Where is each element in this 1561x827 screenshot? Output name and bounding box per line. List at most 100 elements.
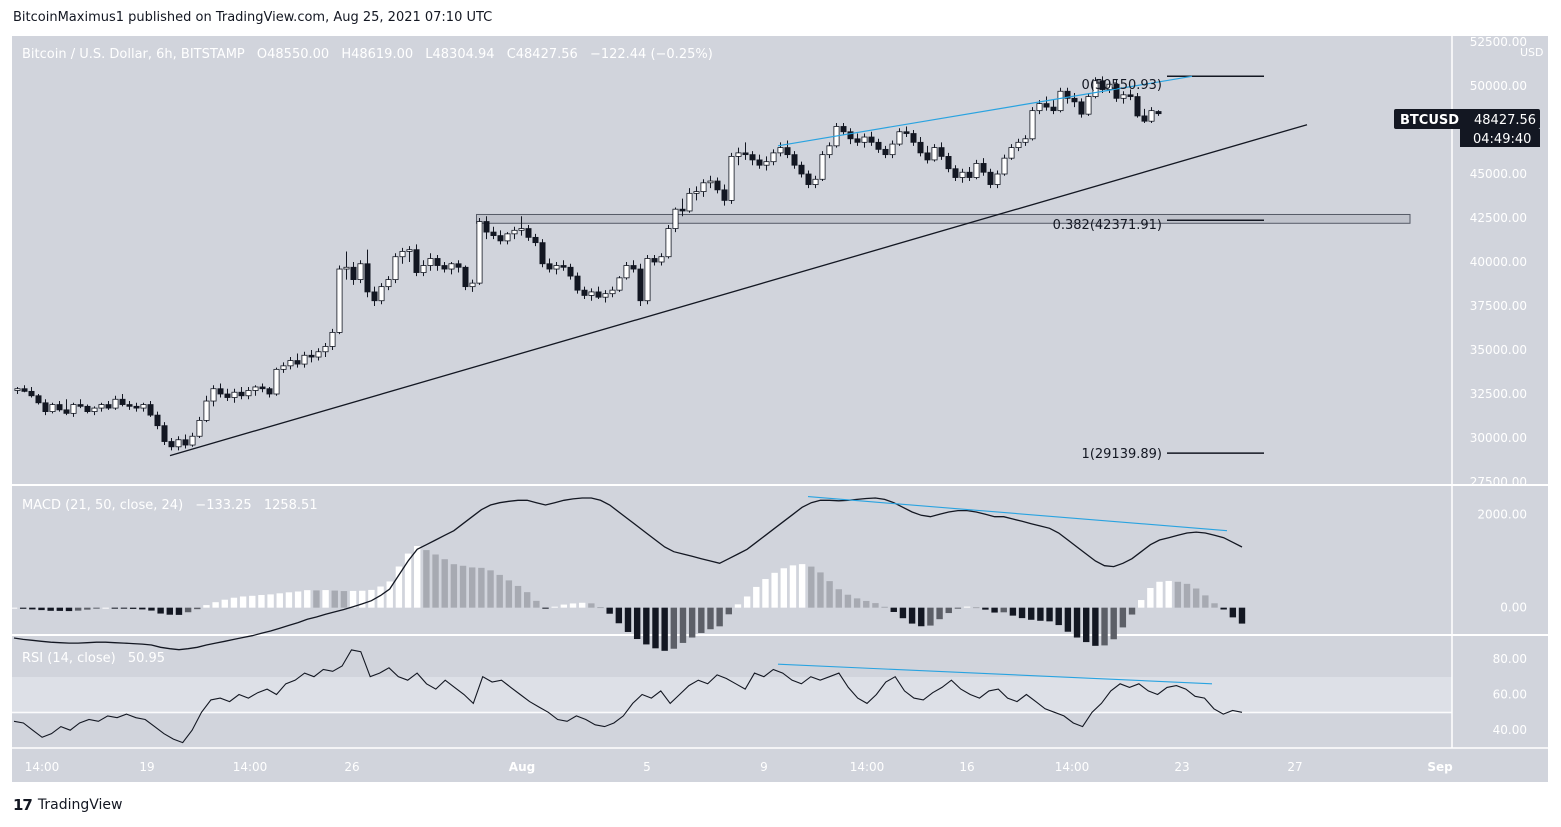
macd-histogram-bar <box>1156 581 1163 608</box>
macd-histogram-bar <box>47 607 54 611</box>
candle-body <box>140 404 147 409</box>
candle-body <box>371 291 378 302</box>
macd-histogram-bar <box>1183 583 1191 608</box>
candle-body <box>266 388 273 395</box>
macd-histogram-bar <box>771 572 778 608</box>
low-value: 48304.94 <box>433 47 495 62</box>
candle-body <box>1043 103 1050 108</box>
macd-histogram-bar <box>10 607 18 609</box>
time-axis-tick: 19 <box>139 760 154 774</box>
macd-histogram-bar <box>359 590 366 608</box>
time-axis-tick: 14:00 <box>25 760 60 774</box>
macd-histogram-bar <box>423 550 430 608</box>
macd-histogram-bar <box>469 567 476 608</box>
macd-histogram-bar <box>643 607 650 645</box>
macd-histogram-bar <box>239 596 247 608</box>
candle-body <box>427 258 434 266</box>
time-axis-tick: 23 <box>1174 760 1189 774</box>
macd-histogram-bar <box>340 591 348 608</box>
macd-histogram-bar <box>1165 580 1172 608</box>
macd-histogram-bar <box>798 564 806 608</box>
macd-histogram-bar <box>780 568 787 608</box>
macd-histogram-bar <box>1174 581 1182 608</box>
candle-body <box>1064 90 1071 99</box>
candle-body <box>616 277 623 291</box>
macd-histogram-bar <box>148 607 155 611</box>
macd-histogram-bar <box>817 572 824 608</box>
candle-body <box>406 249 413 252</box>
candle-body <box>196 419 203 437</box>
candle-body <box>812 178 819 185</box>
price-pane-bg <box>12 36 1452 484</box>
candle-body <box>210 388 217 402</box>
macd-histogram-bar <box>835 589 842 608</box>
macd-histogram-bar <box>954 607 962 609</box>
macd-histogram-bar <box>441 559 448 608</box>
candle-body <box>119 398 126 405</box>
macd-histogram-bar <box>597 607 604 609</box>
candle-body <box>49 404 56 412</box>
candle-body <box>707 180 714 184</box>
time-axis-tick: 14:00 <box>233 760 268 774</box>
candle-body <box>644 258 651 302</box>
candle-body <box>161 425 168 442</box>
macd-histogram-bar <box>551 606 558 608</box>
macd-histogram-bar <box>588 603 595 608</box>
macd-histogram-bar <box>1211 603 1218 608</box>
macd-histogram-bar <box>1073 607 1081 638</box>
change-value: −122.44 (−0.25%) <box>590 47 713 62</box>
macd-histogram-bar <box>194 607 201 610</box>
candle-body <box>504 233 511 242</box>
macd-histogram-bar <box>1101 607 1108 646</box>
macd-histogram-bar <box>414 546 421 608</box>
macd-histogram-bar <box>93 607 100 609</box>
macd-histogram-bar <box>331 590 338 608</box>
macd-histogram-bar <box>368 589 375 608</box>
candle-body <box>987 171 994 185</box>
candle-body <box>175 439 182 448</box>
price-axis-tick: 37500.00 <box>1470 299 1527 313</box>
macd-histogram-bar <box>725 607 733 615</box>
candle-body <box>784 147 791 156</box>
candle-body <box>1029 110 1036 140</box>
candle-body <box>826 145 833 156</box>
candle-body <box>357 263 364 280</box>
symbol-title: Bitcoin / U.S. Dollar, 6h, BITSTAMP <box>22 47 245 62</box>
candle-body <box>399 251 406 258</box>
candle-body <box>1008 147 1015 159</box>
macd-histogram-bar <box>945 607 952 614</box>
macd-histogram-bar <box>881 606 888 608</box>
candle-body <box>679 208 686 212</box>
candle-body <box>322 346 329 353</box>
macd-histogram-bar <box>221 599 228 608</box>
price-axis-tick: 45000.00 <box>1470 167 1527 181</box>
macd-histogram-bar <box>927 607 934 626</box>
candle-body <box>917 141 924 154</box>
macd-histogram-bar <box>1009 607 1017 616</box>
close-label: C <box>507 47 516 62</box>
macd-histogram-bar <box>258 594 265 608</box>
chart-canvas[interactable]: 52500.0050000.0047500.0045000.0042500.00… <box>10 35 1548 782</box>
macd-histogram-bar <box>688 607 696 638</box>
price-axis-tick: 42500.00 <box>1470 211 1527 225</box>
footer-brand[interactable]: 17 TradingView <box>13 796 122 814</box>
resistance-trendline <box>777 75 1193 147</box>
candle-body <box>420 265 427 273</box>
candle-body <box>756 159 763 166</box>
open-value: 48550.00 <box>267 47 329 62</box>
fib-label-0382: 0.382(42371.91) <box>1053 218 1162 233</box>
candle-body <box>693 191 700 194</box>
rsi-axis-tick: 40.00 <box>1493 723 1527 737</box>
candle-body <box>945 156 952 170</box>
candle-body <box>518 228 525 231</box>
macd-histogram-bar <box>19 607 27 609</box>
macd-histogram-bar <box>487 570 494 608</box>
macd-histogram-bar <box>1018 607 1026 619</box>
candle-body <box>378 286 385 302</box>
candle-body <box>203 400 210 421</box>
macd-histogram-bar <box>578 602 586 608</box>
rsi-value: 50.95 <box>128 651 165 666</box>
macd-histogram-bar <box>386 581 393 608</box>
candle-body <box>77 404 84 407</box>
macd-histogram-bar <box>1147 588 1154 608</box>
